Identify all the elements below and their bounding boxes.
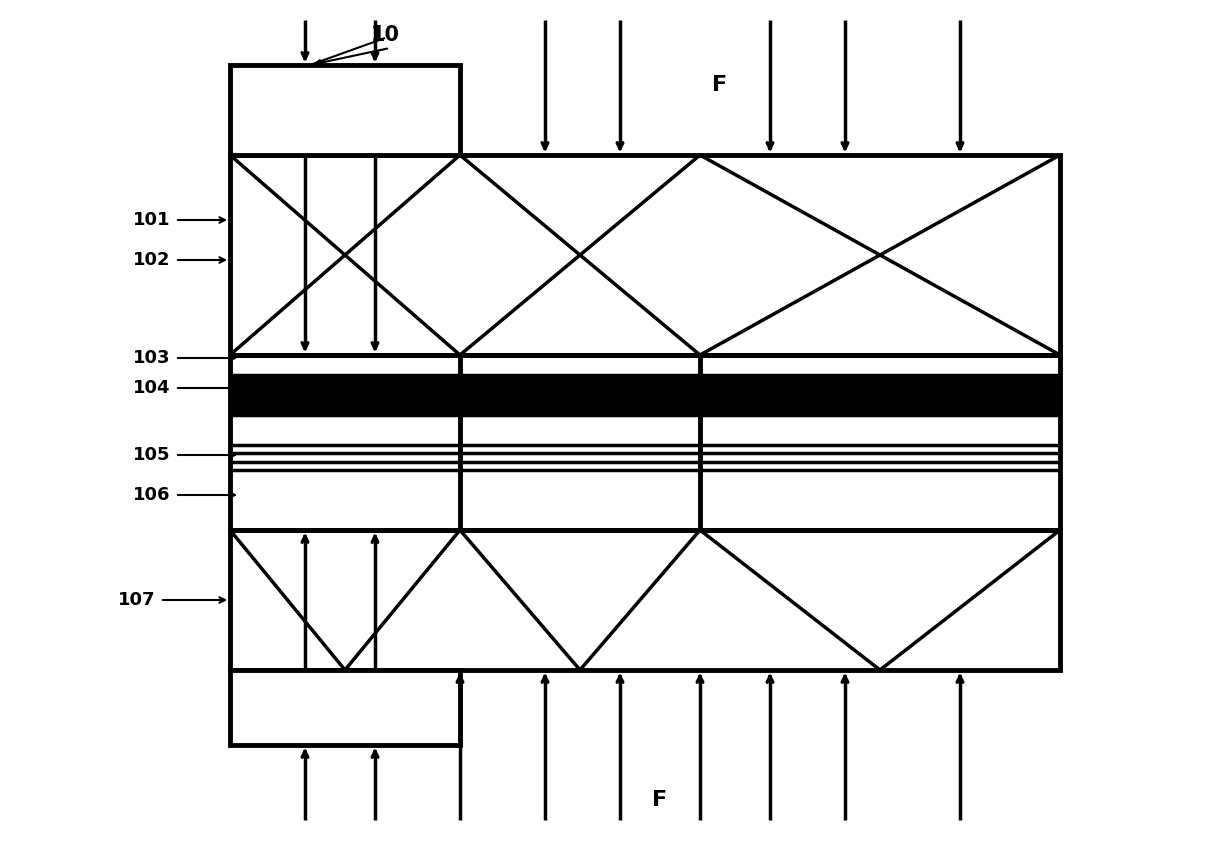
Text: 107: 107	[117, 591, 155, 609]
Bar	[230, 530, 1060, 670]
Bar	[700, 375, 1060, 415]
Text: F: F	[653, 790, 667, 810]
Bar	[230, 670, 460, 745]
Text: 102: 102	[132, 251, 170, 269]
Text: 103: 103	[132, 349, 170, 367]
Bar	[230, 65, 460, 155]
Text: 101: 101	[132, 211, 170, 229]
Text: 104: 104	[132, 379, 170, 397]
Text: 105: 105	[132, 446, 170, 464]
Text: 106: 106	[132, 486, 170, 504]
Text: F: F	[712, 75, 728, 95]
Bar	[230, 375, 460, 415]
Bar	[460, 375, 700, 415]
Text: 10: 10	[371, 25, 400, 45]
Bar	[230, 155, 1060, 355]
